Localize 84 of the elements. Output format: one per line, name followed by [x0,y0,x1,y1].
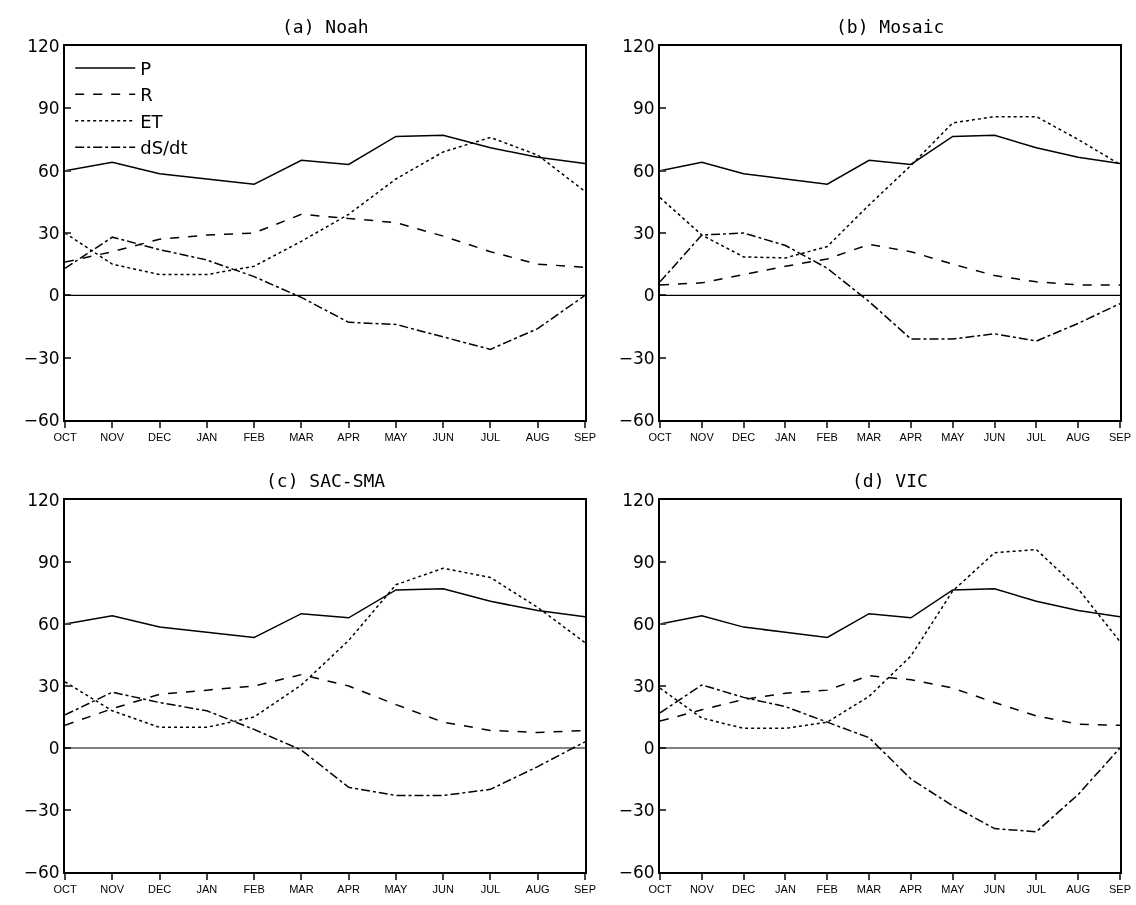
x-tick-label: APR [337,431,360,444]
x-tick-label: NOV [100,883,125,896]
y-tick-label: 90 [37,551,60,572]
x-tick-label: OCT [648,431,672,444]
x-tick-label: AUG [1066,431,1091,444]
x-tick-label: SEP [1108,431,1132,444]
y-tick-label: −60 [618,409,655,430]
x-tick-label: JAN [775,883,796,896]
x-tick-label: DEC [732,883,756,896]
x-tick-label: JUN [983,431,1006,444]
x-tick-label: OCT [53,883,77,896]
x-tick-label: MAR [289,883,314,896]
x-tick-label: APR [337,883,360,896]
y-tick-label: 120 [622,35,655,56]
y-tick-label: 120 [27,35,60,56]
x-tick-label: JUN [432,883,454,896]
y-tick-label: 60 [37,160,60,181]
x-tick-label: JUL [1026,883,1047,896]
x-tick-label: FEB [816,883,838,896]
x-tick-label: AUG [525,883,550,896]
x-tick-label: MAR [289,431,314,444]
x-tick-label: JUL [480,431,501,444]
x-tick-label: MAY [941,883,965,896]
y-tick-label: −30 [618,799,655,820]
x-tick-label: SEP [573,883,597,896]
y-tick-label: −30 [618,347,655,368]
x-tick-label: SEP [573,431,597,444]
x-tick-label: NOV [689,883,715,896]
x-tick-label: FEB [243,883,265,896]
x-tick-label: APR [899,883,923,896]
chart-title: (a) Noah [282,16,369,37]
y-tick-label: 60 [632,613,655,634]
legend-label: ET [140,110,164,132]
x-tick-label: DEC [732,431,756,444]
x-tick-label: JAN [775,431,796,444]
y-tick-label: 0 [643,737,655,758]
chart-title: (d) VIC [852,470,928,491]
x-tick-label: JUL [1026,431,1047,444]
y-tick-label: 30 [632,675,655,696]
x-tick-label: DEC [147,431,172,444]
x-tick-label: JAN [196,431,218,444]
y-tick-label: −60 [23,409,60,430]
x-tick-label: MAY [941,431,965,444]
chart-title: (c) SAC-SMA [266,470,386,491]
y-tick-label: 90 [632,551,655,572]
y-tick-label: 0 [48,285,60,306]
x-tick-label: MAY [384,883,409,896]
x-tick-label: NOV [689,431,715,444]
x-tick-label: AUG [525,431,550,444]
y-tick-label: 60 [37,613,60,634]
y-tick-label: −30 [23,799,60,820]
x-tick-label: DEC [147,883,172,896]
y-tick-label: 0 [643,285,655,306]
x-tick-label: JUN [983,883,1006,896]
y-tick-label: 120 [27,489,60,510]
x-tick-label: JUN [432,431,454,444]
x-tick-label: FEB [243,431,265,444]
legend-label: R [140,84,153,106]
x-tick-label: MAR [856,883,882,896]
x-tick-label: FEB [816,431,838,444]
x-tick-label: NOV [100,431,125,444]
x-tick-label: APR [899,431,923,444]
y-tick-label: 30 [37,222,60,243]
y-tick-label: 90 [632,98,655,119]
y-tick-label: 120 [622,489,655,510]
y-tick-label: 30 [37,675,60,696]
legend-label: dS/dt [140,137,188,159]
x-tick-label: AUG [1066,883,1091,896]
y-tick-label: 60 [632,160,655,181]
y-tick-label: −30 [23,347,60,368]
legend-label: P [140,57,152,79]
x-tick-label: JUL [480,883,501,896]
y-tick-label: −60 [23,861,60,882]
x-tick-label: JAN [196,883,218,896]
y-tick-label: 90 [37,98,60,119]
x-tick-label: OCT [648,883,672,896]
x-tick-label: MAY [384,431,409,444]
y-tick-label: 0 [48,737,60,758]
chart-title: (b) Mosaic [836,16,945,37]
y-tick-label: −60 [618,861,655,882]
x-tick-label: OCT [53,431,77,444]
x-tick-label: SEP [1108,883,1132,896]
y-tick-label: 30 [632,222,655,243]
x-tick-label: MAR [856,431,882,444]
